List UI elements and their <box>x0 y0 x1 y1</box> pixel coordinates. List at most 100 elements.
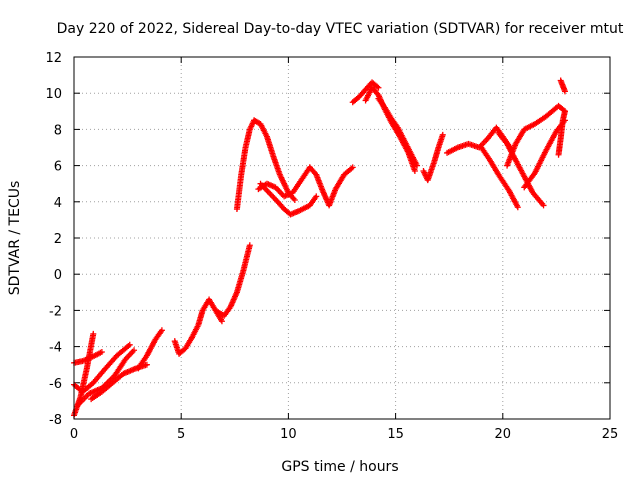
data-point <box>246 242 253 249</box>
data-point <box>493 124 500 131</box>
data-point <box>227 303 234 310</box>
data-point <box>531 120 538 127</box>
data-point <box>362 86 369 93</box>
y-tick-label: -4 <box>49 341 62 356</box>
data-point <box>486 157 493 164</box>
data-point <box>478 144 485 151</box>
data-point <box>521 173 528 180</box>
data-point <box>263 180 270 187</box>
data-point <box>439 131 446 138</box>
data-point <box>540 202 547 209</box>
data-point <box>246 126 253 133</box>
data-point <box>495 130 502 137</box>
data-point <box>98 388 105 395</box>
data-point <box>431 158 438 165</box>
data-point <box>296 207 303 214</box>
data-point <box>257 180 264 187</box>
data-point <box>111 372 118 379</box>
data-point <box>135 365 142 372</box>
data-point <box>75 401 82 408</box>
data-point <box>444 149 451 156</box>
data-point <box>306 202 313 209</box>
data-point <box>206 296 213 303</box>
y-tick-label: -2 <box>49 304 62 319</box>
data-point <box>122 356 129 363</box>
data-point <box>195 321 202 328</box>
data-point <box>266 189 273 196</box>
data-point <box>218 318 225 325</box>
series-track-03 <box>72 342 132 394</box>
data-point <box>495 171 502 178</box>
grid <box>74 57 610 419</box>
data-point <box>313 171 320 178</box>
data-point <box>420 168 427 175</box>
data-point <box>341 171 348 178</box>
data-point <box>113 352 120 359</box>
data-point <box>238 171 245 178</box>
data-point <box>529 189 536 196</box>
data-point <box>559 82 566 89</box>
data-point <box>263 133 270 140</box>
series-track-10 <box>234 118 257 211</box>
interpolated-point <box>374 83 381 90</box>
data-point <box>356 93 363 100</box>
data-point <box>506 187 513 194</box>
y-tick-labels: -8 -6 -4 -2 0 2 4 6 8 10 12 <box>45 51 62 428</box>
data-point <box>561 88 568 95</box>
x-tick-labels: 0 5 10 15 20 25 <box>70 427 618 442</box>
data-point <box>143 361 150 368</box>
y-tick-label: 0 <box>54 268 62 283</box>
data-point <box>559 117 566 124</box>
series-track-08 <box>189 298 225 339</box>
data-point <box>221 312 228 319</box>
data-point <box>212 307 219 314</box>
data-point <box>561 108 568 115</box>
series-track-18 <box>421 133 446 182</box>
data-point <box>375 84 382 91</box>
data-points <box>71 77 568 419</box>
data-point <box>557 135 564 142</box>
series-track-20 <box>479 146 521 209</box>
data-point <box>79 358 86 365</box>
y-tick-label: -8 <box>49 413 62 428</box>
data-point <box>332 186 339 193</box>
data-point <box>465 140 472 147</box>
data-point <box>289 189 296 196</box>
data-point <box>394 124 401 131</box>
data-point <box>83 365 90 372</box>
data-point <box>176 350 183 357</box>
data-point <box>555 102 562 109</box>
data-point <box>411 168 418 175</box>
y-tick-label: -6 <box>49 377 62 392</box>
x-tick-label: 15 <box>387 427 404 442</box>
data-point <box>388 115 395 122</box>
data-point <box>369 84 376 91</box>
data-point <box>375 95 382 102</box>
data-point <box>362 97 369 104</box>
data-point <box>188 334 195 341</box>
data-point <box>306 164 313 171</box>
x-axis-label: GPS time / hours <box>281 459 398 475</box>
x-tick-label: 0 <box>70 427 78 442</box>
chart-title: Day 220 of 2022, Sidereal Day-to-day VTE… <box>57 21 624 37</box>
y-tick-label: 12 <box>45 51 62 66</box>
data-point <box>401 137 408 144</box>
y-tick-label: 10 <box>45 87 62 102</box>
data-point <box>531 169 538 176</box>
data-point <box>240 267 247 274</box>
data-point <box>182 345 189 352</box>
y-tick-label: 2 <box>54 232 62 247</box>
data-point <box>257 120 264 127</box>
data-point <box>126 341 133 348</box>
data-point <box>242 144 249 151</box>
series-track-01 <box>71 332 97 417</box>
data-point <box>251 117 258 124</box>
data-point <box>199 307 206 314</box>
data-point <box>90 330 97 337</box>
data-point <box>88 354 95 361</box>
data-point <box>504 140 511 147</box>
data-point <box>349 99 356 106</box>
data-point <box>291 196 298 203</box>
data-point <box>281 206 288 213</box>
